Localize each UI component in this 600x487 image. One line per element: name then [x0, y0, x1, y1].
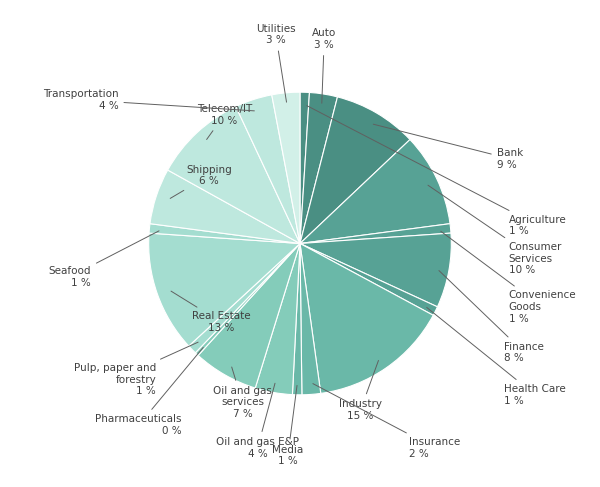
- Text: Pharmaceuticals
0 %: Pharmaceuticals 0 %: [95, 347, 203, 436]
- Wedge shape: [236, 95, 300, 244]
- Wedge shape: [292, 244, 302, 395]
- Wedge shape: [300, 233, 451, 307]
- Wedge shape: [272, 92, 300, 244]
- Text: Health Care
1 %: Health Care 1 %: [427, 307, 566, 406]
- Text: Seafood
1 %: Seafood 1 %: [49, 231, 159, 288]
- Wedge shape: [196, 244, 300, 356]
- Wedge shape: [255, 244, 300, 394]
- Text: Shipping
6 %: Shipping 6 %: [170, 165, 232, 198]
- Wedge shape: [300, 244, 433, 393]
- Text: Insurance
2 %: Insurance 2 %: [313, 384, 460, 459]
- Wedge shape: [300, 92, 310, 244]
- Wedge shape: [189, 244, 300, 353]
- Text: Convenience
Goods
1 %: Convenience Goods 1 %: [441, 231, 577, 324]
- Text: Auto
3 %: Auto 3 %: [312, 28, 337, 103]
- Wedge shape: [149, 224, 300, 244]
- Wedge shape: [300, 224, 451, 244]
- Text: Consumer
Services
10 %: Consumer Services 10 %: [428, 185, 562, 275]
- Text: Finance
8 %: Finance 8 %: [439, 271, 544, 363]
- Wedge shape: [149, 233, 300, 346]
- Wedge shape: [300, 93, 337, 244]
- Text: Agriculture
1 %: Agriculture 1 %: [307, 106, 566, 236]
- Text: Transportation
4 %: Transportation 4 %: [43, 89, 254, 111]
- Wedge shape: [300, 97, 410, 244]
- Text: Telecom/IT
10 %: Telecom/IT 10 %: [197, 104, 252, 139]
- Text: Bank
9 %: Bank 9 %: [373, 124, 523, 169]
- Text: Utilities
3 %: Utilities 3 %: [256, 24, 296, 102]
- Wedge shape: [168, 107, 300, 244]
- Text: Oil and gas E&P
4 %: Oil and gas E&P 4 %: [216, 383, 299, 459]
- Wedge shape: [150, 170, 300, 244]
- Text: Industry
15 %: Industry 15 %: [339, 360, 382, 421]
- Wedge shape: [300, 140, 450, 244]
- Text: Media
1 %: Media 1 %: [272, 385, 304, 466]
- Text: Pulp, paper and
forestry
1 %: Pulp, paper and forestry 1 %: [74, 342, 198, 396]
- Wedge shape: [300, 244, 437, 315]
- Text: Oil and gas
services
7 %: Oil and gas services 7 %: [213, 367, 272, 419]
- Wedge shape: [198, 244, 300, 388]
- Text: Real Estate
13 %: Real Estate 13 %: [171, 291, 251, 333]
- Wedge shape: [300, 244, 321, 395]
